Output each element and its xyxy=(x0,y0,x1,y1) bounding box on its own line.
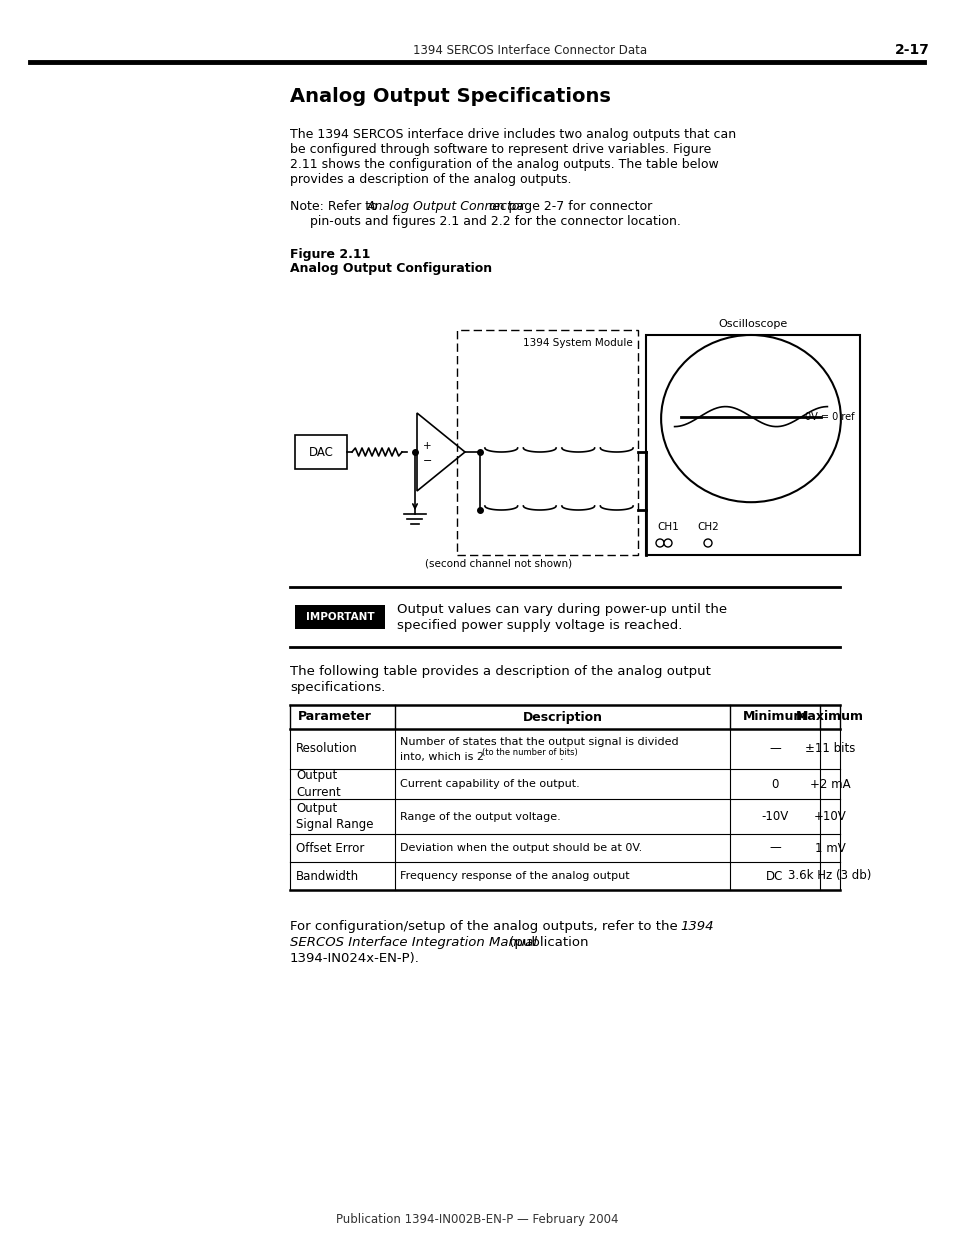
Bar xyxy=(456,330,638,555)
Text: 1 mV: 1 mV xyxy=(814,841,844,855)
Text: Parameter: Parameter xyxy=(297,710,372,724)
Bar xyxy=(645,335,859,555)
Text: (publication: (publication xyxy=(504,936,588,948)
Text: into, which is 2: into, which is 2 xyxy=(399,752,483,762)
Text: Range of the output voltage.: Range of the output voltage. xyxy=(399,811,560,821)
Text: +10V: +10V xyxy=(813,810,845,823)
Text: pin-outs and figures 2.1 and 2.2 for the connector location.: pin-outs and figures 2.1 and 2.2 for the… xyxy=(310,215,680,228)
Text: The following table provides a description of the analog output: The following table provides a descripti… xyxy=(290,664,710,678)
Text: SERCOS Interface Integration Manual: SERCOS Interface Integration Manual xyxy=(290,936,537,948)
Text: Figure 2.11: Figure 2.11 xyxy=(290,248,370,261)
Text: Output values can vary during power-up until the: Output values can vary during power-up u… xyxy=(396,603,726,615)
Text: .: . xyxy=(559,752,563,762)
Text: 0V = 0 ref: 0V = 0 ref xyxy=(804,411,854,421)
Text: on page 2-7 for connector: on page 2-7 for connector xyxy=(484,200,652,212)
Text: 0: 0 xyxy=(771,778,778,790)
Bar xyxy=(294,605,385,629)
Text: (second channel not shown): (second channel not shown) xyxy=(424,559,572,569)
Text: provides a description of the analog outputs.: provides a description of the analog out… xyxy=(290,173,571,186)
Text: CH1: CH1 xyxy=(657,522,679,532)
Text: Analog Output Configuration: Analog Output Configuration xyxy=(290,262,492,275)
Text: +: + xyxy=(422,441,431,451)
Text: Oscilloscope: Oscilloscope xyxy=(718,319,787,329)
Text: —: — xyxy=(768,742,781,756)
Text: -10V: -10V xyxy=(760,810,788,823)
Text: Output
Signal Range: Output Signal Range xyxy=(295,802,374,831)
Text: Maximum: Maximum xyxy=(795,710,863,724)
Text: For configuration/setup of the analog outputs, refer to the: For configuration/setup of the analog ou… xyxy=(290,920,681,932)
Text: DC: DC xyxy=(765,869,782,883)
Text: 1394 System Module: 1394 System Module xyxy=(522,338,633,348)
Text: be configured through software to represent drive variables. Figure: be configured through software to repres… xyxy=(290,143,711,156)
Text: Frequency response of the analog output: Frequency response of the analog output xyxy=(399,871,629,881)
Text: Current capability of the output.: Current capability of the output. xyxy=(399,779,579,789)
Text: specified power supply voltage is reached.: specified power supply voltage is reache… xyxy=(396,619,681,631)
Circle shape xyxy=(663,538,671,547)
Text: −: − xyxy=(422,456,432,466)
Text: 2-17: 2-17 xyxy=(894,43,928,57)
Polygon shape xyxy=(416,412,464,492)
Text: specifications.: specifications. xyxy=(290,680,385,694)
Text: (to the number of bits): (to the number of bits) xyxy=(481,747,578,757)
Text: Analog Output Specifications: Analog Output Specifications xyxy=(290,88,610,106)
Text: Description: Description xyxy=(522,710,602,724)
Ellipse shape xyxy=(660,335,840,503)
Text: 1394: 1394 xyxy=(679,920,713,932)
Text: 1394 SERCOS Interface Connector Data: 1394 SERCOS Interface Connector Data xyxy=(413,43,646,57)
Text: The 1394 SERCOS interface drive includes two analog outputs that can: The 1394 SERCOS interface drive includes… xyxy=(290,128,736,141)
Text: Deviation when the output should be at 0V.: Deviation when the output should be at 0… xyxy=(399,844,641,853)
Circle shape xyxy=(703,538,711,547)
Bar xyxy=(294,435,347,469)
Text: Analog Output Connector: Analog Output Connector xyxy=(367,200,525,212)
Text: Minimum: Minimum xyxy=(742,710,806,724)
Circle shape xyxy=(656,538,663,547)
Text: Offset Error: Offset Error xyxy=(295,841,364,855)
Text: IMPORTANT: IMPORTANT xyxy=(305,613,374,622)
Text: Bandwidth: Bandwidth xyxy=(295,869,358,883)
Text: 2.11 shows the configuration of the analog outputs. The table below: 2.11 shows the configuration of the anal… xyxy=(290,158,718,170)
Text: Output
Current: Output Current xyxy=(295,769,340,799)
Text: Number of states that the output signal is divided: Number of states that the output signal … xyxy=(399,737,678,747)
Text: Resolution: Resolution xyxy=(295,742,357,756)
Text: 3.6k Hz (3 db): 3.6k Hz (3 db) xyxy=(787,869,871,883)
Text: ±11 bits: ±11 bits xyxy=(804,742,854,756)
Text: 1394-IN024x-EN-P).: 1394-IN024x-EN-P). xyxy=(290,952,419,965)
Text: +2 mA: +2 mA xyxy=(809,778,849,790)
Text: Note: Refer to: Note: Refer to xyxy=(290,200,381,212)
Text: CH2: CH2 xyxy=(697,522,719,532)
Text: —: — xyxy=(768,841,781,855)
Text: DAC: DAC xyxy=(308,446,334,458)
Text: Publication 1394-IN002B-EN-P — February 2004: Publication 1394-IN002B-EN-P — February … xyxy=(335,1214,618,1226)
